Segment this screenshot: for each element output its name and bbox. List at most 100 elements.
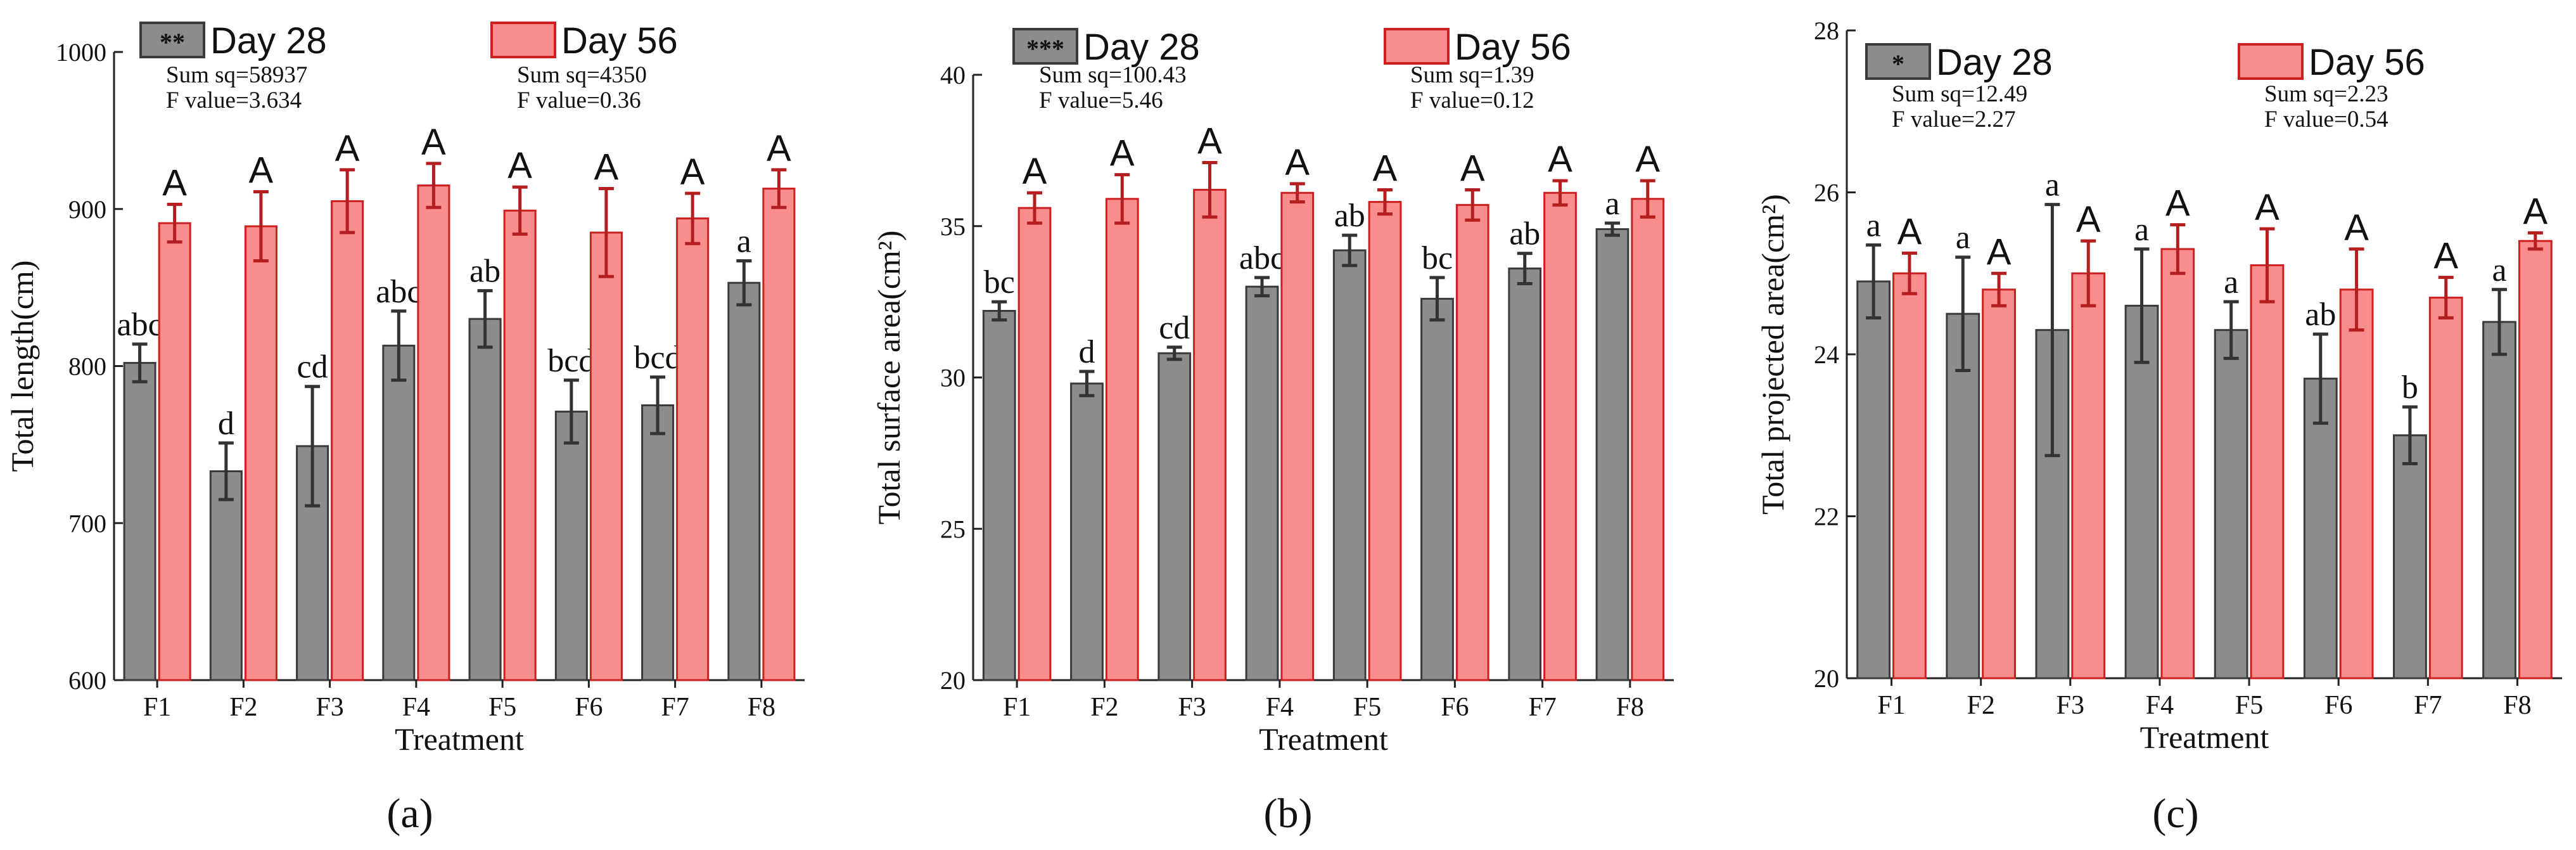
legend-swatch bbox=[490, 22, 556, 58]
error-bar bbox=[1254, 276, 1270, 298]
error-bar bbox=[563, 378, 579, 445]
bar-day28-f5 bbox=[468, 318, 502, 681]
bar-day56-f3 bbox=[331, 200, 364, 681]
error-bar bbox=[167, 202, 182, 244]
significance-letter: A bbox=[2255, 187, 2280, 228]
significance-letter: bcd bbox=[547, 343, 595, 379]
y-axis-title: Total length(cm) bbox=[4, 261, 40, 472]
bar-day56-f4 bbox=[2160, 248, 2195, 679]
significance-letter: ab bbox=[2305, 297, 2336, 333]
error-bar bbox=[1517, 252, 1533, 285]
significance-letter: abc bbox=[1239, 240, 1285, 276]
f-value-label: F value=3.634 bbox=[166, 87, 302, 113]
bar-day56-f6 bbox=[2339, 288, 2374, 679]
error-bar bbox=[218, 441, 234, 501]
error-bar bbox=[391, 309, 407, 382]
significance-letter: a bbox=[2224, 264, 2238, 300]
significance-letter: a bbox=[2134, 212, 2149, 248]
significance-letter: A bbox=[1285, 142, 1310, 183]
bar-day56-f7 bbox=[1543, 191, 1577, 681]
significance-letter: d bbox=[1078, 334, 1095, 370]
bar-day28-f2 bbox=[1070, 382, 1104, 681]
significance-letter: a bbox=[1866, 208, 1881, 244]
bar-day56-f4 bbox=[417, 184, 450, 681]
error-bar bbox=[1202, 160, 1218, 219]
error-bar bbox=[426, 162, 442, 209]
error-bar bbox=[685, 191, 701, 245]
significance-letter: A bbox=[680, 151, 705, 193]
bar-day28-f7 bbox=[2393, 434, 2427, 679]
bar-day56-f5 bbox=[503, 209, 537, 681]
significance-letter: A bbox=[1110, 133, 1135, 174]
significance-letter: cd bbox=[297, 349, 328, 385]
significance-letter: A bbox=[1023, 151, 1047, 192]
significance-letter: A bbox=[2344, 207, 2369, 248]
bar-day56-f8 bbox=[1631, 198, 1665, 681]
error-bar bbox=[2259, 227, 2275, 304]
sum-sq-label: Sum sq=58937 bbox=[166, 62, 307, 88]
x-tick-label: F6 bbox=[1441, 693, 1469, 722]
legend-label: Day 56 bbox=[2309, 42, 2425, 83]
bar-day28-f1 bbox=[982, 309, 1016, 681]
x-tick-label: F1 bbox=[143, 693, 171, 722]
y-axis-title: Total projected area(cm²) bbox=[1755, 194, 1790, 515]
error-bar bbox=[992, 300, 1007, 322]
y-tick-label: 28 bbox=[1814, 16, 1839, 45]
x-tick-label: F3 bbox=[316, 693, 343, 722]
error-bar bbox=[512, 185, 528, 236]
bar-day28-f8 bbox=[1595, 228, 1629, 681]
bar-day56-f2 bbox=[1982, 288, 2016, 679]
x-tick-label: F6 bbox=[575, 693, 603, 722]
error-bar bbox=[132, 342, 148, 383]
bar-day56-f8 bbox=[762, 188, 796, 681]
significance-letter: A bbox=[2523, 191, 2547, 232]
error-bar bbox=[1429, 276, 1445, 322]
y-tick-label: 40 bbox=[940, 61, 966, 89]
legend-swatch bbox=[1012, 28, 1078, 65]
significance-letter: bc bbox=[984, 264, 1015, 300]
error-bar bbox=[771, 168, 787, 209]
legend-label: Day 28 bbox=[1936, 42, 2053, 83]
f-value-label: F value=5.46 bbox=[1039, 87, 1163, 113]
significance-marker: *** bbox=[1026, 34, 1064, 63]
x-tick-label: F2 bbox=[229, 693, 257, 722]
y-tick-label: 700 bbox=[68, 509, 106, 538]
sum-sq-label: Sum sq=1.39 bbox=[1410, 62, 1534, 88]
x-tick-label: F8 bbox=[2503, 691, 2531, 720]
error-bar bbox=[2527, 231, 2543, 251]
error-bar bbox=[1289, 182, 1305, 204]
error-bar bbox=[1465, 188, 1481, 222]
error-bar bbox=[1377, 188, 1393, 216]
y-tick-label: 800 bbox=[68, 352, 106, 381]
y-tick-label: 30 bbox=[940, 364, 966, 392]
significance-letter: A bbox=[1197, 120, 1222, 162]
significance-letter: a bbox=[2045, 167, 2060, 203]
panel-label: (a) bbox=[386, 790, 433, 837]
bar-day28-f8 bbox=[2482, 321, 2516, 679]
error-bar bbox=[340, 168, 355, 235]
f-value-label: F value=0.12 bbox=[1410, 87, 1534, 113]
x-tick-label: F4 bbox=[1266, 693, 1294, 722]
sum-sq-label: Sum sq=2.23 bbox=[2264, 81, 2388, 107]
error-bar bbox=[2170, 223, 2186, 275]
error-bar bbox=[305, 385, 321, 508]
significance-letter: A bbox=[1460, 148, 1485, 189]
x-tick-label: F7 bbox=[661, 693, 689, 722]
bar-day56-f5 bbox=[2250, 264, 2285, 679]
legend-label: Day 56 bbox=[1455, 27, 1571, 68]
sum-sq-label: Sum sq=4350 bbox=[517, 62, 647, 88]
bar-day28-f6 bbox=[1420, 297, 1454, 681]
significance-letter: A bbox=[335, 128, 360, 169]
bar-day56-f2 bbox=[244, 225, 277, 681]
legend-label: Day 28 bbox=[210, 20, 327, 61]
significance-letter: A bbox=[421, 122, 446, 163]
bar-day28-f4 bbox=[1245, 285, 1279, 681]
bar-day56-f7 bbox=[676, 217, 710, 681]
f-value-label: F value=2.27 bbox=[1892, 106, 2016, 132]
error-bar bbox=[2492, 288, 2508, 356]
bar-day28-f6 bbox=[2303, 377, 2338, 679]
